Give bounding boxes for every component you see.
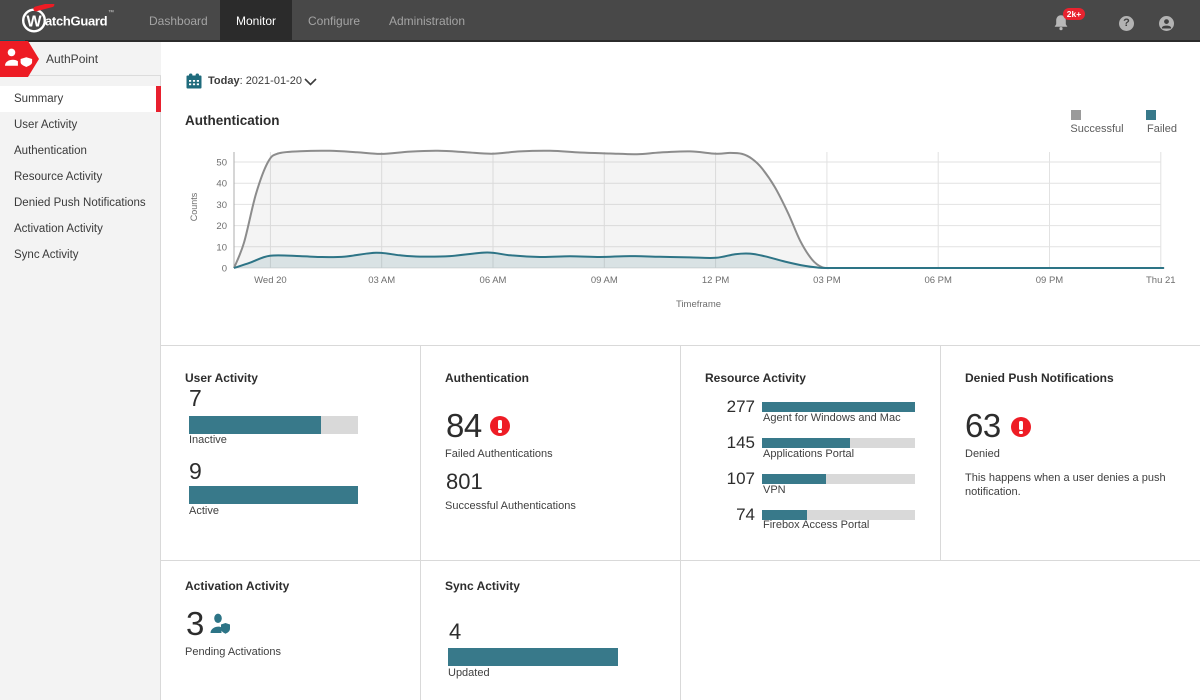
svg-text:Thu 21: Thu 21 bbox=[1146, 275, 1176, 286]
svg-text:03 PM: 03 PM bbox=[813, 275, 841, 286]
svg-text:W: W bbox=[26, 13, 42, 30]
svg-text:30: 30 bbox=[216, 200, 227, 211]
svg-text:50: 50 bbox=[216, 158, 227, 169]
svg-text:0: 0 bbox=[222, 264, 227, 275]
svg-text:10: 10 bbox=[216, 242, 227, 253]
svg-text:03 AM: 03 AM bbox=[368, 275, 395, 286]
svg-text:Wed 20: Wed 20 bbox=[254, 275, 287, 286]
svg-text:06 AM: 06 AM bbox=[480, 275, 507, 286]
svg-text:Counts: Counts bbox=[189, 192, 199, 221]
svg-text:20: 20 bbox=[216, 221, 227, 232]
svg-text:09 AM: 09 AM bbox=[591, 275, 618, 286]
svg-text:™: ™ bbox=[108, 9, 114, 16]
svg-text:40: 40 bbox=[216, 179, 227, 190]
svg-text:12 PM: 12 PM bbox=[702, 275, 730, 286]
svg-text:atchGuard: atchGuard bbox=[45, 14, 108, 29]
svg-text:09 PM: 09 PM bbox=[1036, 275, 1064, 286]
svg-text:06 PM: 06 PM bbox=[924, 275, 952, 286]
